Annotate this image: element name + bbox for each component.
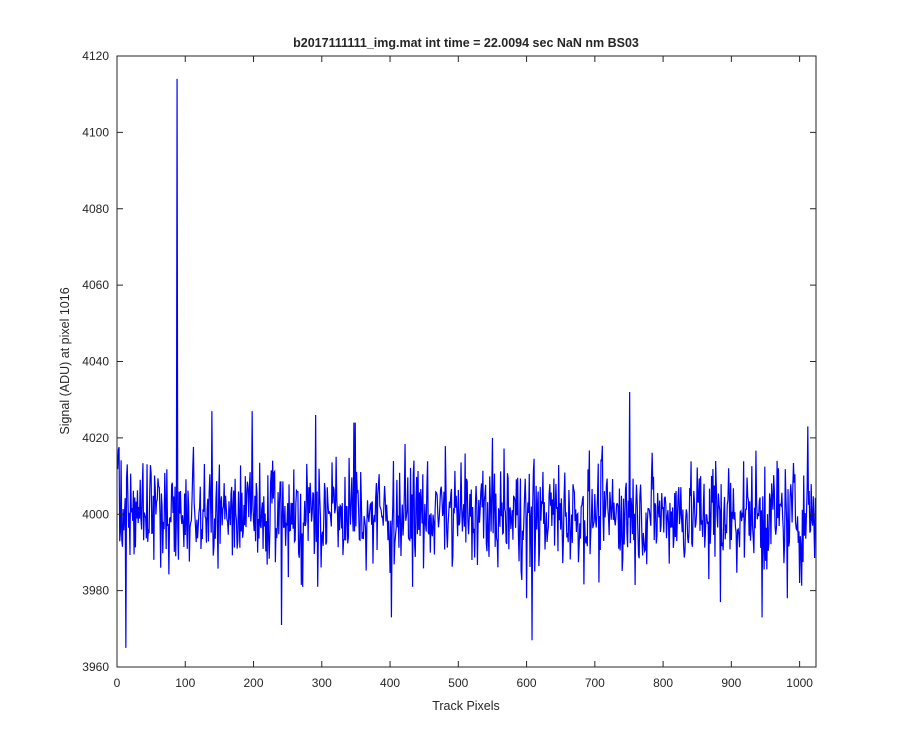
y-tick-label: 4100	[82, 125, 109, 139]
x-tick-label: 900	[721, 676, 741, 690]
y-tick-label: 4040	[82, 355, 109, 369]
y-axis: 3960 3980 4000 4020 4040 4060 4080 4100 4120	[82, 49, 816, 674]
x-tick-label: 1000	[786, 676, 813, 690]
plot-area	[117, 56, 816, 667]
x-tick-label: 700	[585, 676, 605, 690]
x-tick-label: 100	[175, 676, 195, 690]
x-axis: 0 100 200 300 400 500 600 700 800 900 1000	[114, 56, 813, 690]
x-tick-label: 500	[448, 676, 468, 690]
y-axis-label: Signal (ADU) at pixel 1016	[58, 287, 72, 434]
y-tick-label: 3980	[82, 584, 109, 598]
y-tick-label: 4000	[82, 507, 109, 521]
y-tick-label: 4120	[82, 49, 109, 63]
y-tick-label: 4020	[82, 431, 109, 445]
x-tick-label: 600	[517, 676, 537, 690]
x-axis-label: Track Pixels	[432, 699, 500, 713]
chart-title: b2017111111_img.mat int time = 22.0094 s…	[293, 36, 639, 50]
y-tick-label: 4080	[82, 202, 109, 216]
series-line	[116, 78, 816, 648]
x-tick-label: 0	[114, 676, 121, 690]
y-tick-label: 4060	[82, 278, 109, 292]
x-tick-label: 200	[244, 676, 264, 690]
x-tick-label: 800	[653, 676, 673, 690]
x-tick-label: 300	[312, 676, 332, 690]
y-tick-label: 3960	[82, 660, 109, 674]
series-layer	[116, 78, 816, 648]
x-tick-label: 400	[380, 676, 400, 690]
